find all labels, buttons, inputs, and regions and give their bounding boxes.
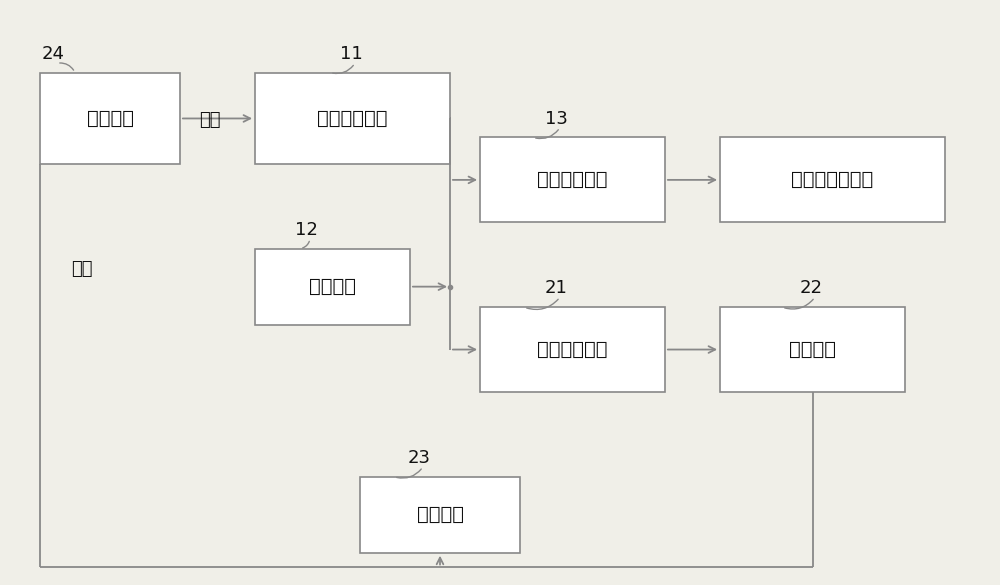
Text: 控制电路: 控制电路 — [416, 505, 464, 524]
Text: 第二比较电路: 第二比较电路 — [537, 340, 608, 359]
Bar — [360, 477, 520, 553]
Text: 设置电路: 设置电路 — [309, 277, 356, 296]
Bar — [480, 137, 665, 222]
Bar — [720, 307, 905, 392]
Bar — [720, 137, 945, 222]
Text: 12: 12 — [295, 221, 318, 239]
Text: 24: 24 — [42, 45, 65, 63]
Bar — [40, 73, 180, 164]
Text: 电流: 电流 — [199, 111, 221, 129]
Text: 13: 13 — [545, 109, 568, 128]
Text: 第一电源: 第一电源 — [87, 109, 134, 128]
Text: 电压: 电压 — [71, 260, 93, 278]
Text: 传输电路: 传输电路 — [789, 340, 836, 359]
Text: 电压输出电路: 电压输出电路 — [317, 109, 388, 128]
Bar — [255, 73, 450, 164]
Text: 22: 22 — [800, 279, 823, 297]
Bar — [480, 307, 665, 392]
Text: 显示设备的主板: 显示设备的主板 — [791, 170, 874, 190]
Text: 第一比较电路: 第一比较电路 — [537, 170, 608, 190]
Text: 21: 21 — [545, 279, 568, 297]
Bar — [255, 249, 410, 325]
Text: 23: 23 — [408, 449, 431, 467]
Text: 11: 11 — [340, 45, 363, 63]
